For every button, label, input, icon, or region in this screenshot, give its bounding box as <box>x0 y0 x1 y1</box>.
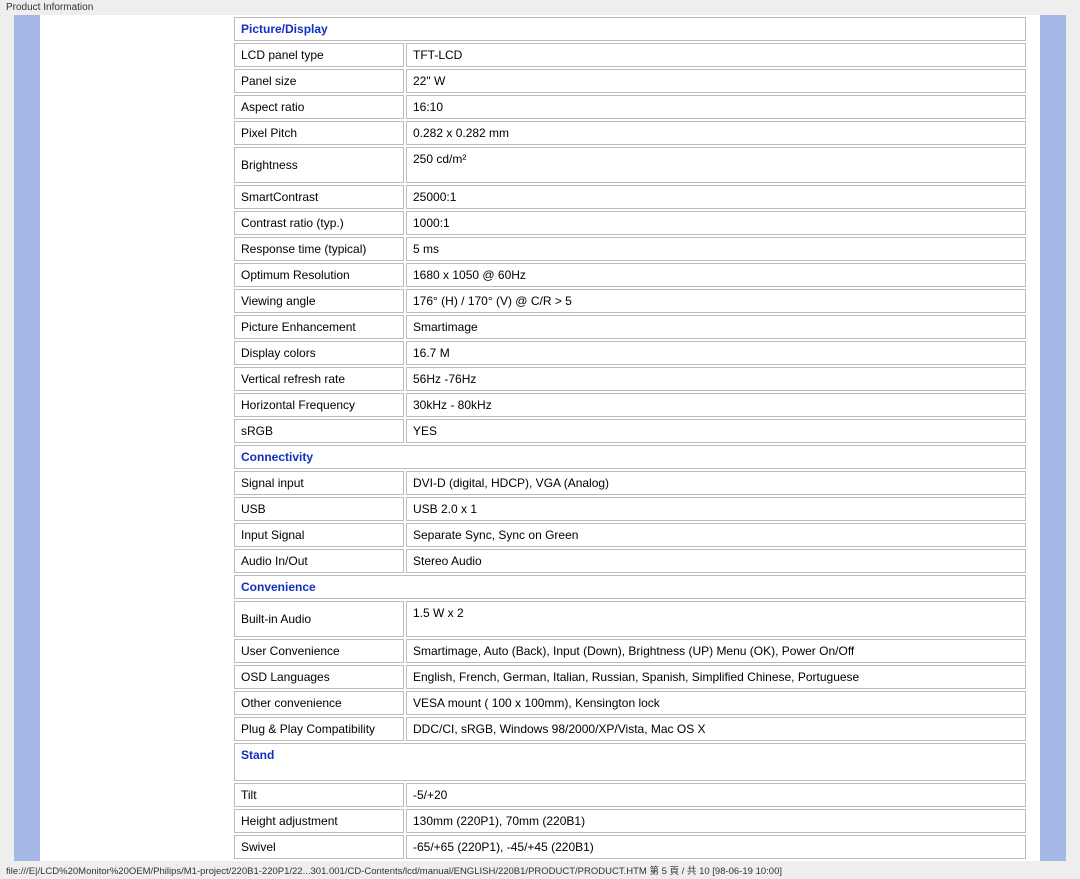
spec-value: Separate Sync, Sync on Green <box>406 523 1026 547</box>
table-row: Plug & Play CompatibilityDDC/CI, sRGB, W… <box>234 717 1026 741</box>
spec-label: Built-in Audio <box>234 601 404 637</box>
spec-label: Contrast ratio (typ.) <box>234 211 404 235</box>
spec-value: Smartimage, Auto (Back), Input (Down), B… <box>406 639 1026 663</box>
spec-table: Picture/Display LCD panel typeTFT-LCD Pa… <box>232 15 1028 861</box>
spec-label: Picture Enhancement <box>234 315 404 339</box>
section-header-picture-display: Picture/Display <box>234 17 1026 41</box>
spec-value: 0.282 x 0.282 mm <box>406 121 1026 145</box>
page-header: Product Information <box>0 0 1080 15</box>
spec-value: 130mm (220P1), 70mm (220B1) <box>406 809 1026 833</box>
table-row: Optimum Resolution1680 x 1050 @ 60Hz <box>234 263 1026 287</box>
spec-label: Horizontal Frequency <box>234 393 404 417</box>
table-row: Brightness250 cd/m² <box>234 147 1026 183</box>
table-row: Contrast ratio (typ.)1000:1 <box>234 211 1026 235</box>
spec-value: 22" W <box>406 69 1026 93</box>
spec-value: YES <box>406 419 1026 443</box>
spec-label: Input Signal <box>234 523 404 547</box>
spec-label: Height adjustment <box>234 809 404 833</box>
spec-value: 5 ms <box>406 237 1026 261</box>
table-row: Vertical refresh rate56Hz -76Hz <box>234 367 1026 391</box>
left-sidebar-spacer <box>40 15 232 861</box>
table-row: Audio In/OutStereo Audio <box>234 549 1026 573</box>
spec-label: Tilt <box>234 783 404 807</box>
spec-value: USB 2.0 x 1 <box>406 497 1026 521</box>
spec-value: -65/+65 (220P1), -45/+45 (220B1) <box>406 835 1026 859</box>
section-header-connectivity: Connectivity <box>234 445 1026 469</box>
section-header-convenience: Convenience <box>234 575 1026 599</box>
spec-label: User Convenience <box>234 639 404 663</box>
spec-value: 250 cd/m² <box>406 147 1026 183</box>
table-row: Picture EnhancementSmartimage <box>234 315 1026 339</box>
table-row: sRGBYES <box>234 419 1026 443</box>
spec-value: Stereo Audio <box>406 549 1026 573</box>
spec-label: Response time (typical) <box>234 237 404 261</box>
section-header-stand: Stand <box>234 743 1026 781</box>
table-row: Built-in Audio1.5 W x 2 <box>234 601 1026 637</box>
spec-label: Viewing angle <box>234 289 404 313</box>
spec-label: Audio In/Out <box>234 549 404 573</box>
spec-label: Vertical refresh rate <box>234 367 404 391</box>
table-row: Swivel-65/+65 (220P1), -45/+45 (220B1) <box>234 835 1026 859</box>
left-accent-bar <box>14 15 40 861</box>
spec-label: Swivel <box>234 835 404 859</box>
spec-label: SmartContrast <box>234 185 404 209</box>
page-footer-path: file:///E|/LCD%20Monitor%20OEM/Philips/M… <box>0 861 1080 879</box>
spec-label: Aspect ratio <box>234 95 404 119</box>
table-row: SmartContrast25000:1 <box>234 185 1026 209</box>
table-row: Horizontal Frequency30kHz - 80kHz <box>234 393 1026 417</box>
spec-value: Smartimage <box>406 315 1026 339</box>
spec-value: 16:10 <box>406 95 1026 119</box>
table-row: Panel size22" W <box>234 69 1026 93</box>
spec-value: 16.7 M <box>406 341 1026 365</box>
table-row: Viewing angle176° (H) / 170° (V) @ C/R >… <box>234 289 1026 313</box>
spec-label: Plug & Play Compatibility <box>234 717 404 741</box>
spec-value: DVI-D (digital, HDCP), VGA (Analog) <box>406 471 1026 495</box>
spec-label: Display colors <box>234 341 404 365</box>
table-row: Signal inputDVI-D (digital, HDCP), VGA (… <box>234 471 1026 495</box>
table-row: Other convenienceVESA mount ( 100 x 100m… <box>234 691 1026 715</box>
table-row: Tilt-5/+20 <box>234 783 1026 807</box>
table-row: Aspect ratio16:10 <box>234 95 1026 119</box>
spec-label: LCD panel type <box>234 43 404 67</box>
table-row: Height adjustment130mm (220P1), 70mm (22… <box>234 809 1026 833</box>
spec-value: English, French, German, Italian, Russia… <box>406 665 1026 689</box>
table-row: USBUSB 2.0 x 1 <box>234 497 1026 521</box>
spec-value: VESA mount ( 100 x 100mm), Kensington lo… <box>406 691 1026 715</box>
main-content: Picture/Display LCD panel typeTFT-LCD Pa… <box>232 15 1040 861</box>
table-row: Pixel Pitch0.282 x 0.282 mm <box>234 121 1026 145</box>
spec-value: 30kHz - 80kHz <box>406 393 1026 417</box>
table-row: User ConvenienceSmartimage, Auto (Back),… <box>234 639 1026 663</box>
spec-label: Optimum Resolution <box>234 263 404 287</box>
table-row: Display colors16.7 M <box>234 341 1026 365</box>
spec-value: 1680 x 1050 @ 60Hz <box>406 263 1026 287</box>
right-accent-bar <box>1040 15 1066 861</box>
table-row: OSD LanguagesEnglish, French, German, It… <box>234 665 1026 689</box>
spec-label: Signal input <box>234 471 404 495</box>
table-row: Response time (typical)5 ms <box>234 237 1026 261</box>
spec-label: USB <box>234 497 404 521</box>
spec-label: OSD Languages <box>234 665 404 689</box>
spec-value: 1000:1 <box>406 211 1026 235</box>
spec-value: DDC/CI, sRGB, Windows 98/2000/XP/Vista, … <box>406 717 1026 741</box>
spec-label: Brightness <box>234 147 404 183</box>
spec-value: TFT-LCD <box>406 43 1026 67</box>
spec-label: Pixel Pitch <box>234 121 404 145</box>
spec-value: 1.5 W x 2 <box>406 601 1026 637</box>
table-row: LCD panel typeTFT-LCD <box>234 43 1026 67</box>
spec-label: Other convenience <box>234 691 404 715</box>
spec-value: -5/+20 <box>406 783 1026 807</box>
spec-value: 176° (H) / 170° (V) @ C/R > 5 <box>406 289 1026 313</box>
spec-value: 25000:1 <box>406 185 1026 209</box>
spec-value: 56Hz -76Hz <box>406 367 1026 391</box>
spec-label: sRGB <box>234 419 404 443</box>
spec-label: Panel size <box>234 69 404 93</box>
content-wrapper: Picture/Display LCD panel typeTFT-LCD Pa… <box>14 15 1066 861</box>
table-row: Input SignalSeparate Sync, Sync on Green <box>234 523 1026 547</box>
